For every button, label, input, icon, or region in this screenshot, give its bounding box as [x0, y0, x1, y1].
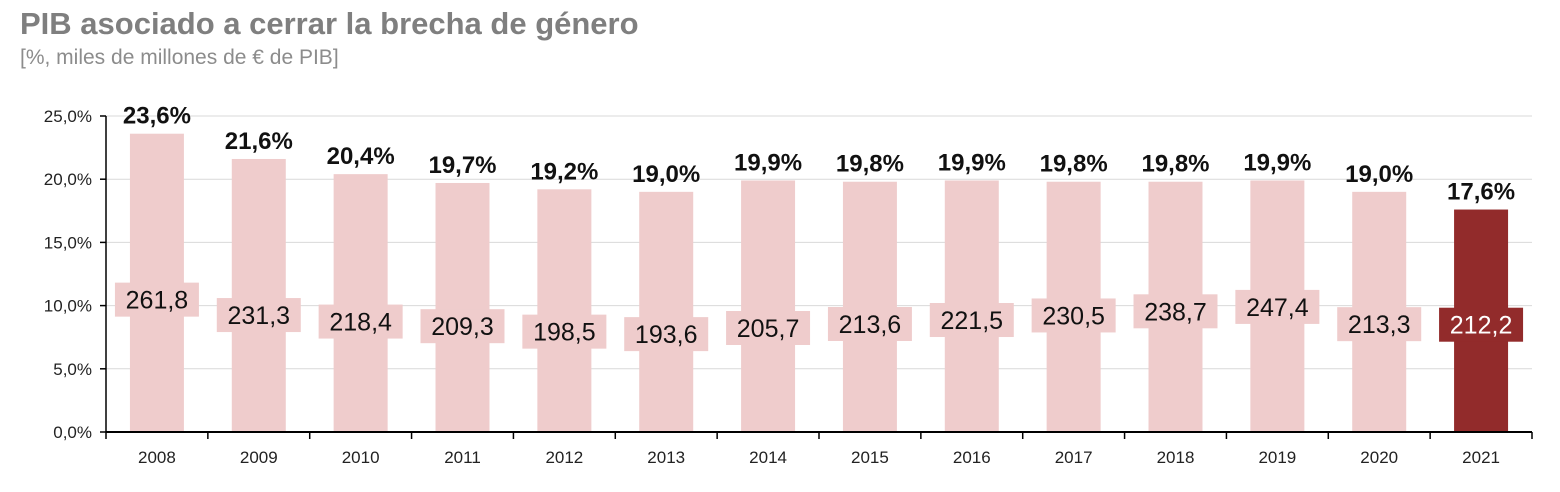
x-tick-label-2020: 2020 — [1360, 448, 1398, 467]
value-label-box-2016 — [929, 303, 1014, 338]
percent-label-2017: 19,8% — [1040, 151, 1108, 178]
value-label-2013: 193,6 — [635, 321, 698, 349]
x-tick-label-2012: 2012 — [545, 448, 583, 467]
x-tick-label-2013: 2013 — [647, 448, 685, 467]
bar-2009 — [231, 158, 286, 432]
x-tick-label-2010: 2010 — [342, 448, 380, 467]
value-label-box-2017 — [1031, 298, 1116, 333]
value-label-box-2008 — [114, 282, 199, 317]
bar-2012 — [537, 189, 592, 432]
value-label-2014: 205,7 — [737, 315, 800, 343]
value-label-2017: 230,5 — [1042, 302, 1105, 330]
percent-label-2021: 17,6% — [1447, 179, 1515, 206]
percent-label-2010: 20,4% — [327, 143, 395, 170]
percent-label-2016: 19,9% — [938, 149, 1006, 176]
x-tick-label-2017: 2017 — [1055, 448, 1093, 467]
y-axis: 0,0% 5,0% 10,0% 15,0% 20,0% 25,0% — [44, 107, 107, 442]
value-label-box-2013 — [624, 317, 709, 352]
bars — [129, 133, 1509, 433]
value-label-box-2009 — [216, 298, 301, 333]
value-label-box-2020 — [1337, 307, 1422, 342]
bar-2010 — [333, 174, 388, 433]
x-axis: 2008 2009 2010 2011 2012 2013 2014 2015 2016 2017… — [105, 431, 1533, 467]
percent-label-2015: 19,8% — [836, 151, 904, 178]
y-tick-label: 15,0% — [44, 233, 92, 252]
x-tick-label-2015: 2015 — [851, 448, 889, 467]
value-label-box-2011 — [420, 309, 505, 344]
x-tick-label-2016: 2016 — [953, 448, 991, 467]
value-label-box-2010 — [318, 304, 403, 339]
y-tick-label: 25,0% — [44, 107, 92, 126]
value-label-box-2015 — [827, 307, 912, 342]
value-label-box-2019 — [1235, 289, 1320, 324]
percent-label-2019: 19,9% — [1243, 149, 1311, 176]
percent-label-2012: 19,2% — [530, 158, 598, 185]
value-label-2008: 261,8 — [126, 287, 189, 315]
y-tick-label: 0,0% — [53, 423, 92, 442]
value-label-box-2018 — [1133, 294, 1218, 329]
value-label-2015: 213,6 — [839, 311, 902, 339]
percent-label-2011: 19,7% — [428, 152, 496, 179]
percent-label-2013: 19,0% — [632, 161, 700, 188]
percent-label-2018: 19,8% — [1141, 151, 1209, 178]
value-label-2021: 212,2 — [1450, 312, 1513, 340]
x-tick-label-2021: 2021 — [1462, 448, 1500, 467]
value-label-2018: 238,7 — [1144, 298, 1207, 326]
percent-labels: 23,6% 21,6% 20,4% 19,7% 19,2% 19,0% 19,9% 19,8%… — [123, 103, 1515, 206]
x-tick-label-2014: 2014 — [749, 448, 787, 467]
bar-2015 — [842, 181, 897, 432]
value-label-2012: 198,5 — [533, 319, 596, 347]
percent-label-2009: 21,6% — [225, 128, 293, 155]
x-tick-label-2011: 2011 — [444, 448, 481, 467]
x-tick-label-2019: 2019 — [1258, 448, 1296, 467]
percent-label-2008: 23,6% — [123, 103, 191, 130]
value-label-2019: 247,4 — [1246, 294, 1309, 322]
value-label-2016: 221,5 — [941, 307, 1004, 335]
value-label-box-2021 — [1439, 307, 1524, 342]
chart-subtitle: [%, miles de millones de € de PIB] — [20, 46, 339, 69]
value-label-2020: 213,3 — [1348, 311, 1411, 339]
bar-2013 — [639, 191, 694, 432]
percent-label-2020: 19,0% — [1345, 161, 1413, 188]
value-label-box-2014 — [726, 310, 811, 345]
value-label-box-2012 — [522, 314, 607, 349]
y-tick-label: 10,0% — [44, 297, 92, 316]
bar-2014 — [741, 180, 796, 432]
percent-label-2014: 19,9% — [734, 149, 802, 176]
x-tick-label-2009: 2009 — [240, 448, 278, 467]
y-tick-label: 20,0% — [44, 170, 92, 189]
value-label-2009: 231,3 — [228, 302, 291, 330]
chart-title: PIB asociado a cerrar la brecha de géner… — [20, 6, 639, 41]
y-tick-label: 5,0% — [53, 360, 92, 379]
x-tick-label-2008: 2008 — [138, 448, 176, 467]
value-label-2011: 209,3 — [431, 313, 494, 341]
value-label-2010: 218,4 — [329, 309, 392, 337]
bar-2011 — [435, 182, 490, 432]
value-labels: 261,8 231,3 218,4 209,3 198,5 193,6 205,7 213,6… — [114, 282, 1524, 352]
x-tick-label-2018: 2018 — [1157, 448, 1195, 467]
